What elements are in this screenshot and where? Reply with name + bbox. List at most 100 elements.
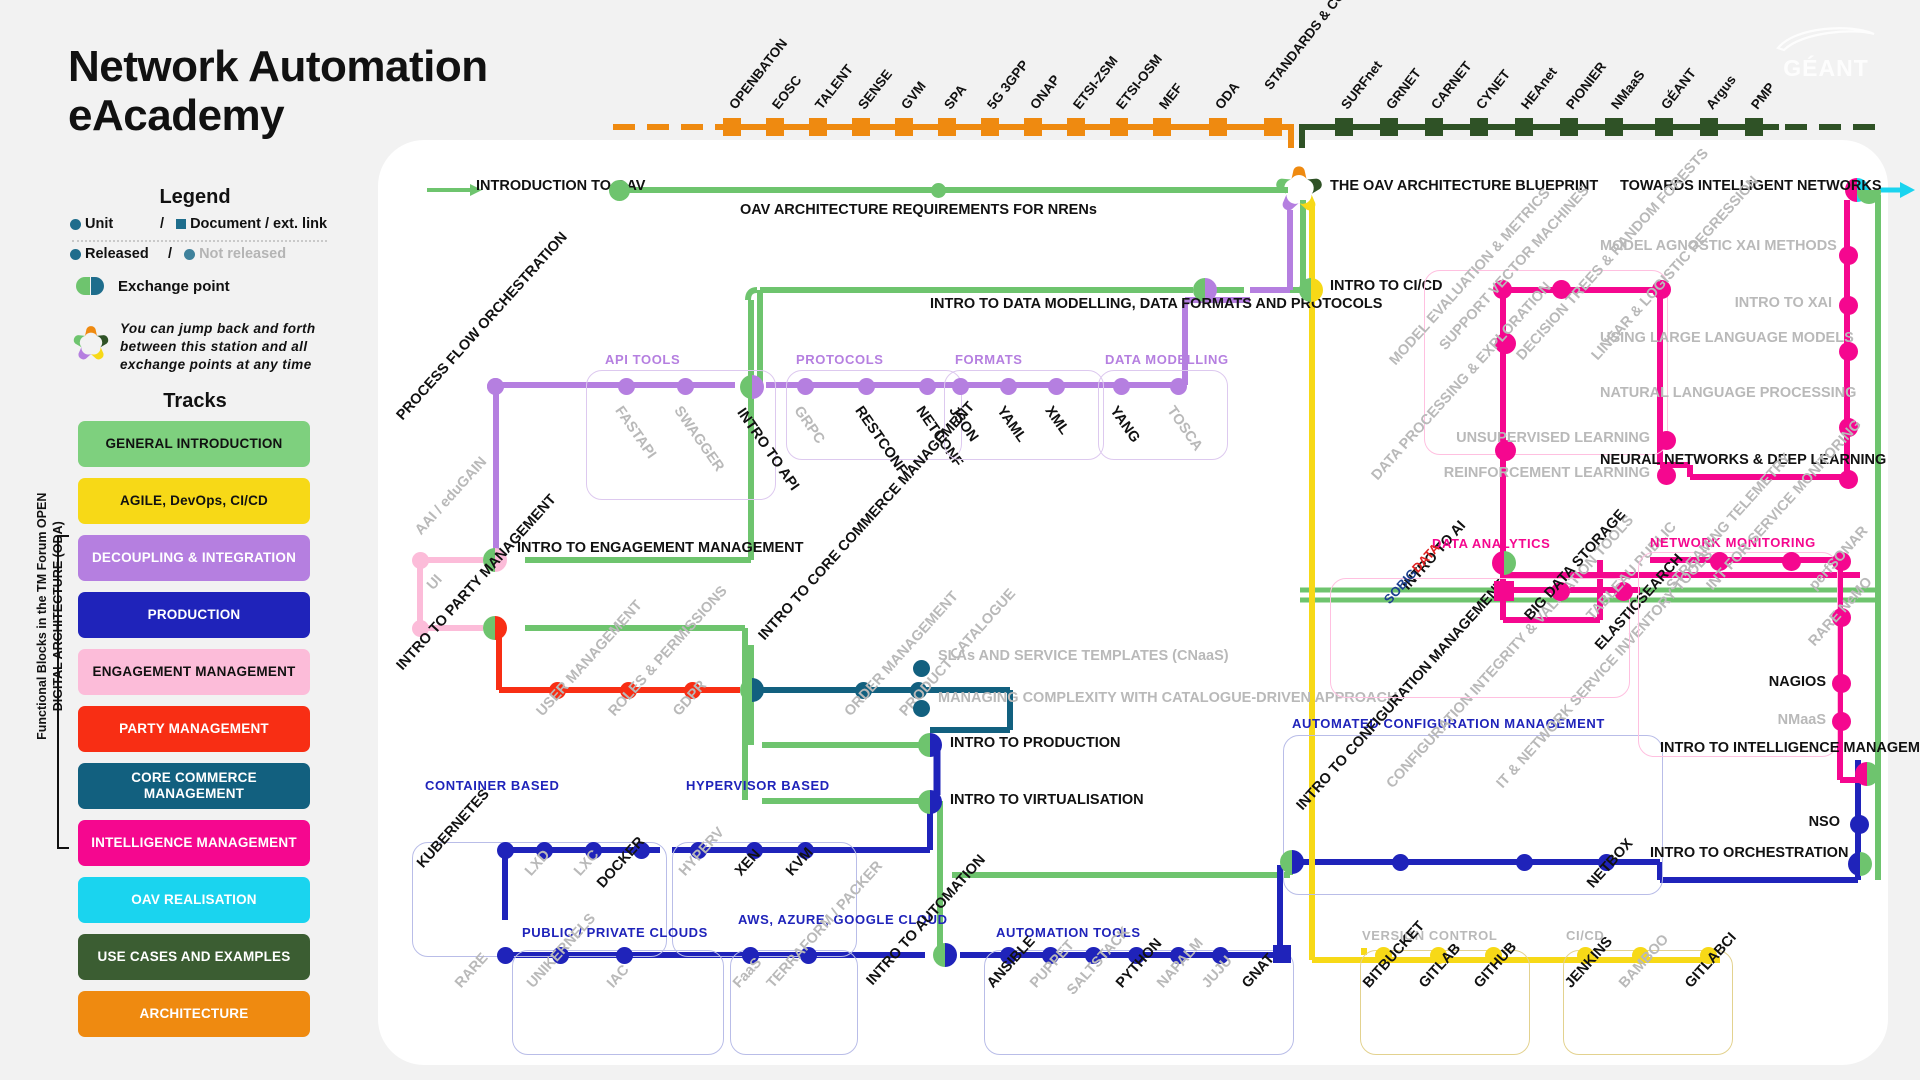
station-node-pmp[interactable] [1745, 118, 1763, 136]
node-ui[interactable] [412, 620, 429, 637]
track-party-management[interactable]: PARTY MANAGEMENT [78, 706, 310, 752]
node-grpc[interactable] [797, 378, 814, 395]
node-fastapi-2[interactable] [618, 378, 635, 395]
node-int-for-service-monitoring[interactable] [1782, 552, 1801, 571]
track-engagement-management[interactable]: ENGAGEMENT MANAGEMENT [78, 649, 310, 695]
node-yaml[interactable] [1000, 378, 1017, 395]
node-terraform-packer[interactable] [800, 947, 817, 964]
node-intro-to-cicd[interactable] [1299, 278, 1323, 302]
label-managing-complexity[interactable]: MANAGING COMPLEXITY WITH CATALOGUE-DRIVE… [938, 690, 1397, 707]
track-general-introduction[interactable]: GENERAL INTRODUCTION [78, 421, 310, 467]
station-label-eosc[interactable]: EOSC [769, 72, 805, 113]
node-linear-logistic[interactable] [1652, 280, 1671, 299]
label-oav-blueprint[interactable]: THE OAV ARCHITECTURE BLUEPRINT [1330, 178, 1598, 195]
node-iac[interactable] [616, 947, 633, 964]
track-architecture[interactable]: ARCHITECTURE [78, 991, 310, 1037]
node-intro-to-automation[interactable] [933, 943, 957, 967]
node-faas[interactable] [742, 947, 759, 964]
node-intro-to-config-management[interactable] [1280, 850, 1304, 874]
node-napalm[interactable] [1170, 947, 1187, 964]
node-nagios[interactable] [1832, 674, 1851, 693]
station-label-oda[interactable]: ODA [1212, 79, 1243, 113]
station-node-grnet[interactable] [1380, 118, 1398, 136]
node-user-management[interactable] [549, 682, 566, 699]
node-tosca[interactable] [1170, 378, 1187, 395]
node-intro-to-ai[interactable] [1492, 551, 1516, 575]
node-product-catalogue[interactable] [910, 682, 927, 699]
node-rare-nemo[interactable] [1832, 608, 1851, 627]
node-intro-to-production[interactable] [918, 733, 942, 757]
station-node-carnet[interactable] [1425, 118, 1443, 136]
node-intro-to-virtualisation[interactable] [918, 790, 942, 814]
station-label-pmp[interactable]: PMP [1748, 79, 1778, 113]
station-node-spa[interactable] [938, 118, 956, 136]
station-label-grnet[interactable]: GRNET [1383, 65, 1425, 113]
station-node-oda[interactable] [1209, 118, 1227, 136]
node-neural-networks-deep-learning[interactable] [1839, 470, 1858, 489]
track-agile-devops-cicd[interactable]: AGILE, DevOps, CI/CD [78, 478, 310, 524]
station-node-5g3gpp[interactable] [981, 118, 999, 136]
label-nso[interactable]: NSO [1700, 814, 1840, 831]
node-kvm[interactable] [797, 842, 814, 859]
label-intro-to-intelligence-management[interactable]: INTRO TO INTELLIGENCE MANAGEMENT [1660, 740, 1920, 757]
node-perfsonar[interactable] [1832, 552, 1851, 571]
node-lxd[interactable] [536, 842, 553, 859]
node-oav-req-mid[interactable] [931, 183, 946, 198]
node-intro-to-data-modelling[interactable] [1193, 278, 1217, 302]
node-intro-to-intelligence-management[interactable] [1855, 762, 1879, 786]
station-node-gvm[interactable] [895, 118, 913, 136]
label-intro-to-virtualisation[interactable]: INTRO TO VIRTUALISATION [950, 792, 1180, 809]
station-label-carnet[interactable]: CARNET [1428, 58, 1475, 113]
node-juju[interactable] [1212, 947, 1229, 964]
label-natural-language-processing[interactable]: NATURAL LANGUAGE PROCESSING [1600, 385, 1856, 402]
node-ansible[interactable] [1000, 947, 1017, 964]
node-xml[interactable] [1048, 378, 1065, 395]
station-node-onap[interactable] [1024, 118, 1042, 136]
node-intro-to-xai[interactable] [1839, 296, 1858, 315]
station-label-talent[interactable]: TALENT [812, 61, 857, 113]
station-node-openbaton[interactable] [723, 118, 741, 136]
node-tableau-public[interactable] [1614, 582, 1633, 601]
station-node-nmaas-top[interactable] [1605, 118, 1623, 136]
label-intro-to-production[interactable]: INTRO TO PRODUCTION [950, 735, 1160, 752]
node-intro-to-engagement[interactable] [483, 548, 507, 572]
station-label-geant[interactable]: GÉANT [1658, 65, 1700, 113]
label-reinforcement-learning[interactable]: REINFORCEMENT LEARNING [1420, 465, 1650, 482]
track-intelligence-management[interactable]: INTELLIGENCE MANAGEMENT [78, 820, 310, 866]
station-label-5g3gpp[interactable]: 5G 3GPP [984, 57, 1032, 113]
node-decision-trees[interactable] [1552, 280, 1571, 299]
track-decoupling-integration[interactable]: DECOUPLING & INTEGRATION [78, 535, 310, 581]
track-use-cases-and-examples[interactable]: USE CASES AND EXAMPLES [78, 934, 310, 980]
label-nmaas[interactable]: NMaaS [1690, 712, 1826, 729]
node-reinforcement-learning[interactable] [1657, 466, 1676, 485]
label-nagios[interactable]: NAGIOS [1690, 674, 1826, 691]
node-bamboo[interactable] [1632, 947, 1649, 964]
node-kubernetes[interactable] [497, 842, 514, 859]
node-model-agnostic-xai[interactable] [1839, 246, 1858, 265]
station-label-onap[interactable]: ONAP [1027, 72, 1063, 113]
node-python[interactable] [1128, 947, 1145, 964]
node-gdpr[interactable] [684, 682, 701, 699]
track-core-commerce-management[interactable]: CORE COMMERCE MANAGEMENT [78, 763, 310, 809]
node-oav-blueprint-rosette[interactable] [1275, 166, 1323, 214]
track-production[interactable]: PRODUCTION [78, 592, 310, 638]
node-data-processing[interactable] [1495, 440, 1516, 461]
label-neural-networks-deep-learning[interactable]: NEURAL NETWORKS & DEEP LEARNING [1600, 452, 1886, 469]
node-managing-complexity[interactable] [913, 700, 930, 717]
node-using-large-language-models[interactable] [1839, 342, 1858, 361]
node-model-evaluation[interactable] [1495, 333, 1516, 354]
node-docker[interactable] [633, 842, 650, 859]
station-node-eosc[interactable] [766, 118, 784, 136]
station-label-pionier[interactable]: PIONIER [1563, 59, 1610, 113]
node-gitlabci[interactable] [1700, 947, 1717, 964]
node-swagger[interactable] [677, 378, 694, 395]
node-netbox[interactable] [1598, 854, 1615, 871]
node-saltstack[interactable] [1085, 947, 1102, 964]
label-intro-to-oav[interactable]: INTRODUCTION TO OAV [476, 178, 645, 195]
node-intro-to-core-commerce[interactable] [740, 678, 764, 702]
node-natural-language-processing[interactable] [1839, 418, 1858, 437]
node-roles-permissions[interactable] [620, 682, 637, 699]
node-intro-to-api[interactable] [740, 375, 764, 399]
node-netconf[interactable] [919, 378, 936, 395]
node-json[interactable] [952, 378, 969, 395]
